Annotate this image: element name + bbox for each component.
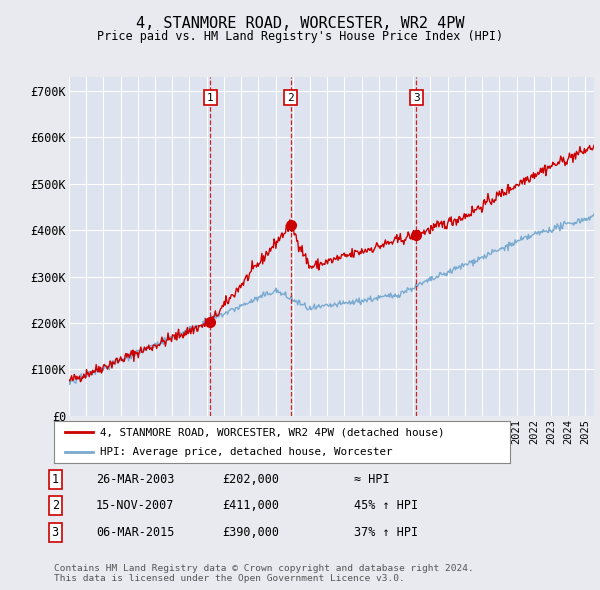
Text: 4, STANMORE ROAD, WORCESTER, WR2 4PW (detached house): 4, STANMORE ROAD, WORCESTER, WR2 4PW (de… xyxy=(100,427,444,437)
Text: 26-MAR-2003: 26-MAR-2003 xyxy=(96,473,175,486)
Text: 15-NOV-2007: 15-NOV-2007 xyxy=(96,499,175,512)
Text: 1: 1 xyxy=(52,473,59,486)
Text: 1: 1 xyxy=(207,93,214,103)
Text: 45% ↑ HPI: 45% ↑ HPI xyxy=(354,499,418,512)
Text: £411,000: £411,000 xyxy=(222,499,279,512)
Text: 3: 3 xyxy=(413,93,420,103)
Text: HPI: Average price, detached house, Worcester: HPI: Average price, detached house, Worc… xyxy=(100,447,392,457)
Text: 06-MAR-2015: 06-MAR-2015 xyxy=(96,526,175,539)
Text: Price paid vs. HM Land Registry's House Price Index (HPI): Price paid vs. HM Land Registry's House … xyxy=(97,30,503,43)
Text: Contains HM Land Registry data © Crown copyright and database right 2024.
This d: Contains HM Land Registry data © Crown c… xyxy=(54,564,474,583)
Text: 3: 3 xyxy=(52,526,59,539)
Text: £390,000: £390,000 xyxy=(222,526,279,539)
Text: ≈ HPI: ≈ HPI xyxy=(354,473,389,486)
Text: £202,000: £202,000 xyxy=(222,473,279,486)
Text: 37% ↑ HPI: 37% ↑ HPI xyxy=(354,526,418,539)
Text: 4, STANMORE ROAD, WORCESTER, WR2 4PW: 4, STANMORE ROAD, WORCESTER, WR2 4PW xyxy=(136,16,464,31)
Text: 2: 2 xyxy=(287,93,294,103)
Text: 2: 2 xyxy=(52,499,59,512)
